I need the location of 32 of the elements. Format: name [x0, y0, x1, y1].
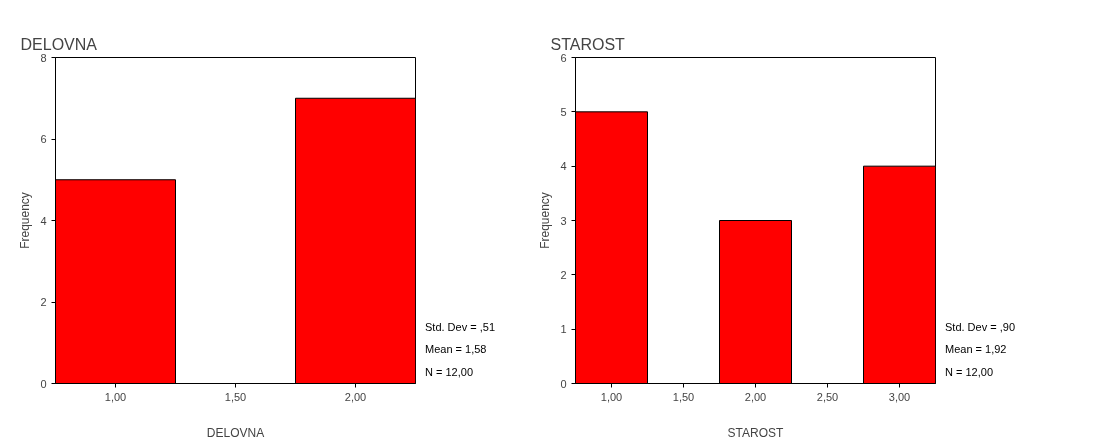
chart-title: STAROST	[550, 35, 626, 53]
chart-title: DELOVNA	[20, 35, 98, 53]
y-tick-label: 2	[560, 268, 567, 281]
y-tick-label: 6	[40, 133, 47, 145]
x-axis-title: STAROST	[727, 425, 785, 440]
x-axis-title: DELOVNA	[206, 425, 265, 440]
y-axis-title: Frequency	[538, 192, 553, 249]
text: N = 12,00	[425, 365, 474, 380]
y-tick-label: 4	[560, 160, 567, 173]
text: Mean = 1,58	[425, 342, 487, 357]
text: Std. Dev = ,90	[945, 320, 1016, 335]
text: Std. Dev = ,51	[425, 320, 496, 335]
x-tick-label: 3,00	[888, 390, 911, 403]
y-tick-label: 5	[560, 105, 567, 118]
x-tick-label: 2,50	[816, 390, 839, 403]
x-tick-label: 1,00	[104, 390, 127, 403]
x-tick-label: 2,00	[344, 390, 367, 403]
text: Mean = 1,92	[945, 342, 1007, 357]
y-axis-title: Frequency	[18, 192, 33, 249]
x-tick-label: 1,00	[600, 390, 623, 403]
y-tick-label: 0	[560, 377, 567, 390]
y-tick-label: 4	[40, 214, 47, 227]
y-tick-label: 3	[560, 214, 567, 227]
y-tick-label: 0	[40, 377, 47, 390]
x-tick-label: 1,50	[672, 390, 695, 403]
y-tick-label: 2	[40, 296, 47, 308]
y-tick-label: 6	[560, 51, 567, 64]
y-tick-label: 8	[40, 51, 47, 64]
x-tick-label: 2,00	[744, 390, 767, 403]
text: N = 12,00	[945, 365, 994, 380]
x-tick-label: 1,50	[224, 390, 247, 403]
y-tick-label: 1	[560, 323, 567, 336]
